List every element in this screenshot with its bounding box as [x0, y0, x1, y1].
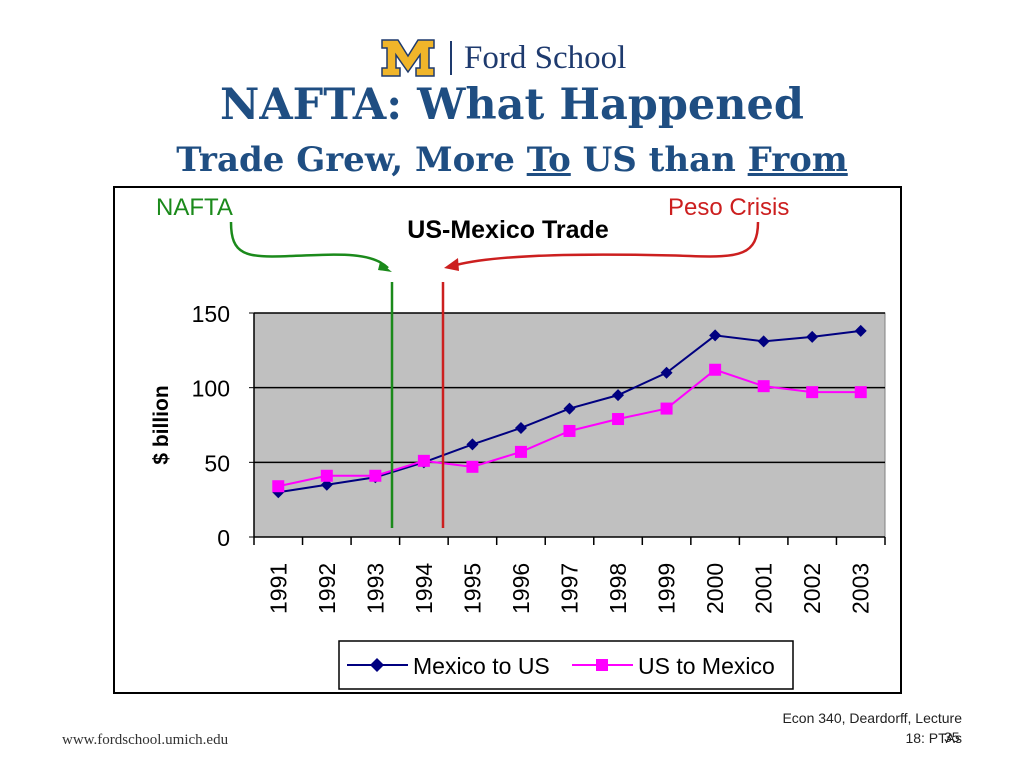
data-point-square — [660, 402, 673, 415]
x-tick-label: 1999 — [654, 563, 680, 614]
subtitle-from: From — [747, 140, 848, 180]
slide-subtitle: Trade Grew, More To US than From — [0, 140, 1024, 180]
slide-title: NAFTA: What Happened — [220, 80, 804, 130]
data-point-diamond — [854, 324, 867, 337]
x-tick-label: 1991 — [265, 563, 291, 614]
y-tick-label: 100 — [192, 376, 230, 402]
nafta-label: NAFTA — [156, 194, 233, 221]
nafta-arrowhead — [378, 262, 392, 272]
x-tick-label: 1992 — [314, 563, 340, 614]
data-point-square — [320, 469, 333, 482]
x-tick-label: 1997 — [557, 563, 583, 614]
y-tick-label: 150 — [192, 301, 230, 327]
legend: Mexico to US US to Mexico — [338, 640, 794, 690]
footer-credit-line-1: Econ 340, Deardorff, Lecture — [782, 710, 962, 726]
x-tick-label: 1994 — [411, 563, 437, 614]
slide-number: 35 — [944, 729, 960, 745]
data-point-square — [417, 454, 430, 467]
data-point-diamond — [806, 330, 819, 343]
data-point-diamond — [660, 366, 673, 379]
data-point-square — [806, 386, 819, 399]
peso-arrowhead — [444, 258, 459, 271]
nafta-arrow — [229, 221, 389, 269]
data-point-diamond — [757, 335, 770, 348]
x-tick-label: 2003 — [848, 563, 874, 614]
legend-label-us-to-mexico: US to Mexico — [638, 653, 775, 679]
data-point-diamond — [612, 389, 625, 402]
data-point-square — [757, 380, 770, 393]
legend-label-mexico-to-us: Mexico to US — [413, 653, 550, 679]
y-axis: 0 50 100 150 — [192, 301, 255, 551]
data-point-square — [563, 424, 576, 437]
y-tick-label: 0 — [217, 525, 230, 551]
data-point-square — [466, 460, 479, 473]
data-point-diamond — [466, 438, 479, 451]
data-point-diamond — [514, 421, 527, 434]
ford-school-logo: Ford School — [380, 38, 626, 78]
data-point-square — [612, 413, 625, 426]
data-point-square — [709, 363, 722, 376]
logo-divider — [450, 41, 452, 75]
chart-title: US-Mexico Trade — [407, 216, 609, 244]
x-axis: 1991 1992 1993 1994 1995 1996 1997 1998 1999 2000… — [253, 536, 886, 614]
data-point-square — [854, 386, 867, 399]
subtitle-part-3: US than — [570, 140, 748, 180]
data-point-square — [272, 480, 285, 493]
legend-box — [338, 640, 794, 690]
x-tick-label: 1993 — [362, 563, 388, 614]
x-tick-label: 1996 — [508, 563, 534, 614]
subtitle-to: To — [526, 140, 571, 180]
footer-credit: Econ 340, Deardorff, Lecture 18: PTAs — [782, 708, 962, 748]
series-lines — [272, 324, 867, 499]
x-tick-label: 1998 — [605, 563, 631, 614]
subtitle-part-1: Trade Grew, More — [176, 140, 527, 180]
footer-url: www.fordschool.umich.edu — [62, 732, 229, 748]
y-axis-label: $ billion — [150, 385, 173, 464]
logo-name: Ford School — [464, 39, 627, 76]
data-point-square — [514, 445, 527, 458]
legend-marker-diamond — [370, 658, 384, 672]
x-tick-label: 2002 — [799, 563, 825, 614]
peso-arrow — [455, 221, 760, 267]
data-point-diamond — [709, 329, 722, 342]
data-point-diamond — [563, 402, 576, 415]
x-tick-label: 2000 — [702, 563, 728, 614]
data-point-square — [369, 469, 382, 482]
peso-crisis-label: Peso Crisis — [668, 194, 789, 221]
x-tick-label: 2001 — [751, 563, 777, 614]
legend-marker-square — [596, 659, 608, 671]
footer-credit-line-2: 18: PTAs — [905, 730, 962, 746]
michigan-m-icon — [381, 39, 435, 77]
x-tick-label: 1995 — [459, 563, 485, 614]
y-tick-label: 50 — [204, 450, 230, 476]
